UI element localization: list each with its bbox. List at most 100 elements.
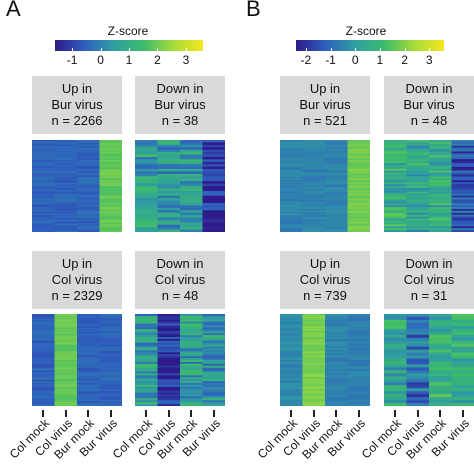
heatmap-cell — [158, 162, 181, 165]
heatmap-cell — [158, 210, 181, 213]
heatmap-cell — [407, 353, 430, 356]
colorbar-tick — [157, 48, 158, 51]
heatmap-cell — [407, 344, 430, 347]
heatmap-cell — [158, 145, 181, 148]
heatmap-cell — [158, 217, 181, 220]
strip-text: Col virus — [404, 272, 455, 288]
heatmap-cell — [384, 356, 407, 359]
heatmap-cell — [180, 201, 203, 204]
heatmap-cell — [180, 147, 203, 150]
heatmap-cell — [203, 184, 226, 187]
colorbar-tick — [186, 48, 187, 51]
heatmap-cell — [203, 152, 226, 155]
heatmap-cell — [135, 210, 158, 213]
colorbar-tick-label: 1 — [117, 53, 141, 67]
heatmap-cell — [203, 140, 226, 143]
heatmap-cell — [452, 317, 474, 320]
heatmap-b-up-bur — [280, 140, 370, 232]
heatmap-cell — [135, 220, 158, 223]
heatmap-cell — [158, 404, 181, 406]
heatmap-cell — [135, 186, 158, 189]
heatmap-a-up-col — [32, 314, 122, 406]
heatmap-cell — [407, 376, 430, 379]
heatmap-cell — [135, 193, 158, 196]
heatmap-cell — [158, 167, 181, 170]
heatmap-cell — [384, 370, 407, 373]
heatmap-cell — [77, 404, 100, 406]
heatmap-cell — [429, 338, 452, 341]
strip-text: Down in — [157, 256, 204, 272]
heatmap-cell — [452, 344, 474, 347]
colorbar-tick — [429, 48, 430, 51]
strip-text: Down in — [406, 81, 453, 97]
heatmap-cell — [203, 176, 226, 179]
heatmap-cell — [384, 385, 407, 388]
heatmap-cell — [280, 230, 303, 232]
strip-count: n = 31 — [411, 288, 448, 304]
heatmap-cell — [55, 230, 78, 232]
heatmap-cell — [452, 230, 474, 232]
heatmap-cell — [407, 347, 430, 350]
heatmap-cell — [158, 152, 181, 155]
heatmap-cell — [180, 205, 203, 208]
heatmap-cell — [158, 198, 181, 201]
heatmap-cell — [203, 404, 226, 406]
heatmap-cell — [158, 220, 181, 223]
heatmap-cell — [429, 356, 452, 359]
heatmap-cell — [452, 359, 474, 362]
heatmap-cell — [203, 210, 226, 213]
heatmap-cell — [429, 385, 452, 388]
heatmap-cell — [180, 157, 203, 160]
heatmap-cell — [158, 140, 181, 143]
heatmap-cell — [158, 222, 181, 225]
heatmap-cell — [203, 208, 226, 211]
heatmap-cell — [135, 225, 158, 228]
heatmap-cell — [77, 230, 100, 232]
heatmap-cell — [135, 150, 158, 153]
heatmap-cell — [158, 176, 181, 179]
heatmap-cell — [203, 145, 226, 148]
heatmap-cell — [407, 335, 430, 338]
heatmap-cell — [100, 230, 123, 232]
strip-count: n = 521 — [303, 113, 347, 129]
heatmap-cell — [407, 400, 430, 403]
heatmap-cell — [407, 230, 430, 232]
heatmap-cell — [135, 222, 158, 225]
heatmap-cell — [384, 379, 407, 382]
heatmap-cell — [180, 191, 203, 194]
heatmap-cell — [429, 347, 452, 350]
heatmap-cell — [384, 382, 407, 385]
colorbar-tick-label: 1 — [368, 53, 392, 67]
heatmap-cell — [203, 203, 226, 206]
heatmap-cell — [384, 347, 407, 350]
heatmap-cell — [203, 159, 226, 162]
heatmap-cell — [180, 186, 203, 189]
heatmap-cell — [384, 335, 407, 338]
heatmap-cell — [135, 179, 158, 182]
heatmap-cell — [203, 196, 226, 199]
heatmap-cell — [407, 326, 430, 329]
heatmap-cell — [135, 184, 158, 187]
heatmap-cell — [135, 164, 158, 167]
heatmap-cell — [407, 359, 430, 362]
heatmap-cell — [407, 373, 430, 376]
heatmap-cell — [429, 367, 452, 370]
heatmap-cell — [180, 169, 203, 172]
heatmap-cell — [180, 155, 203, 158]
heatmap-cell — [407, 329, 430, 332]
heatmap-cell — [429, 335, 452, 338]
heatmap-cell — [429, 361, 452, 364]
colorbar-tick-label: 0 — [343, 53, 367, 67]
heatmap-cell — [135, 159, 158, 162]
heatmap-cell — [158, 181, 181, 184]
heatmap-cell — [407, 388, 430, 391]
heatmap-cell — [135, 205, 158, 208]
heatmap-cell — [325, 404, 348, 406]
strip-text: Col virus — [300, 272, 351, 288]
heatmap-cell — [158, 213, 181, 216]
heatmap-cell — [135, 203, 158, 206]
colorbar-b — [296, 40, 444, 51]
heatmap-a-up-bur — [32, 140, 122, 232]
heatmap-cell — [429, 359, 452, 362]
heatmap-cell — [384, 388, 407, 391]
